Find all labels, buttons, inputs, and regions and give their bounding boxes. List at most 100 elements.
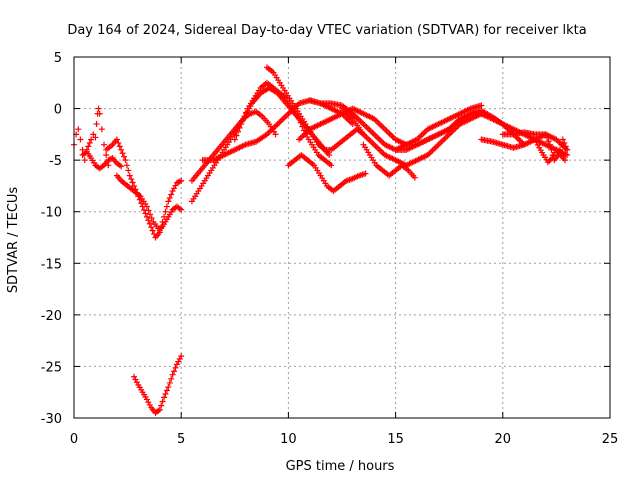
data-point: [243, 109, 250, 116]
data-point: [86, 139, 93, 146]
data-point: [88, 136, 95, 143]
y-tick-label: 0: [54, 103, 62, 118]
data-point: [123, 162, 130, 169]
data-point: [564, 151, 571, 158]
data-point: [564, 146, 571, 153]
satellite-track-3: [83, 105, 112, 169]
y-tick-label: 5: [54, 51, 62, 66]
data-point: [171, 368, 178, 375]
satellite-track-7: [188, 108, 279, 205]
grid-lines: [74, 57, 610, 418]
chart-title: Day 164 of 2024, Sidereal Day-to-day VTE…: [67, 23, 586, 38]
data-point: [172, 182, 179, 189]
data-point: [239, 117, 246, 124]
data-point: [165, 198, 172, 205]
data-points: [71, 64, 571, 416]
data-point: [238, 121, 245, 128]
data-point: [85, 143, 92, 150]
data-point: [113, 136, 120, 143]
data-point: [175, 179, 182, 186]
data-point: [168, 191, 175, 198]
data-point: [161, 394, 168, 401]
data-point: [561, 139, 568, 146]
satellite-track-5: [113, 172, 185, 234]
satellite-track-1: [71, 126, 88, 164]
data-point: [171, 185, 178, 192]
data-point: [545, 138, 552, 145]
data-point: [108, 155, 115, 162]
x-tick-label: 0: [70, 432, 78, 447]
data-point: [98, 126, 105, 133]
x-tick-label: 25: [602, 432, 619, 447]
satellite-track-15: [339, 105, 506, 169]
data-point: [166, 194, 173, 201]
satellite-track-20: [499, 129, 571, 164]
data-point: [561, 157, 568, 164]
data-point: [118, 146, 125, 153]
y-tick-label: -25: [41, 360, 62, 375]
data-point: [122, 157, 129, 164]
data-point: [478, 102, 485, 109]
data-point: [129, 179, 136, 186]
axes: 0 5 10 15 20 25 -30 -25 -20 -15 -10 -5 0 5: [41, 51, 619, 447]
data-point: [411, 174, 418, 181]
data-point: [147, 211, 154, 218]
data-point: [544, 134, 551, 141]
data-point: [103, 151, 110, 158]
data-point: [96, 110, 103, 117]
data-point: [236, 124, 243, 131]
satellite-track-16: [360, 141, 418, 181]
data-point: [142, 210, 149, 217]
data-point: [119, 150, 126, 157]
data-point: [172, 364, 179, 371]
satellite-track-6: [131, 353, 185, 416]
data-point: [93, 121, 100, 128]
data-point: [178, 353, 185, 360]
data-point: [131, 182, 138, 189]
data-point: [131, 373, 138, 380]
data-point: [328, 162, 335, 169]
y-tick-label: -30: [41, 412, 62, 427]
data-point: [178, 206, 185, 213]
data-point: [297, 119, 304, 126]
data-point: [165, 384, 172, 391]
y-tick-label: -20: [41, 309, 62, 324]
y-tick-label: -10: [41, 206, 62, 221]
data-point: [149, 227, 156, 234]
data-point: [546, 141, 553, 148]
data-point: [231, 136, 238, 143]
data-point: [158, 402, 165, 409]
data-point: [133, 379, 140, 386]
satellite-track-12: [285, 151, 369, 195]
data-point: [272, 131, 279, 138]
satellite-track-9: [199, 97, 356, 164]
data-point: [146, 401, 153, 408]
data-point: [145, 399, 152, 406]
data-point: [542, 131, 549, 138]
data-point: [116, 143, 123, 150]
data-point: [148, 215, 155, 222]
x-axis-label: GPS time / hours: [286, 459, 395, 474]
data-point: [132, 376, 139, 383]
data-point: [128, 176, 135, 183]
data-point: [81, 157, 88, 164]
data-point: [75, 126, 82, 133]
data-point: [125, 167, 132, 174]
data-point: [176, 178, 183, 185]
data-point: [559, 136, 566, 143]
x-tick-label: 15: [387, 432, 404, 447]
x-tick-label: 10: [280, 432, 297, 447]
data-point: [162, 208, 169, 215]
satellite-track-21: [531, 136, 568, 166]
data-point: [562, 143, 569, 150]
data-point: [95, 105, 102, 112]
data-point: [118, 163, 125, 170]
data-point: [548, 146, 555, 153]
data-point: [162, 390, 169, 397]
plot-frame: [73, 56, 611, 419]
data-point: [178, 177, 185, 184]
data-point: [101, 141, 108, 148]
data-point: [145, 207, 152, 214]
data-point: [159, 398, 166, 405]
